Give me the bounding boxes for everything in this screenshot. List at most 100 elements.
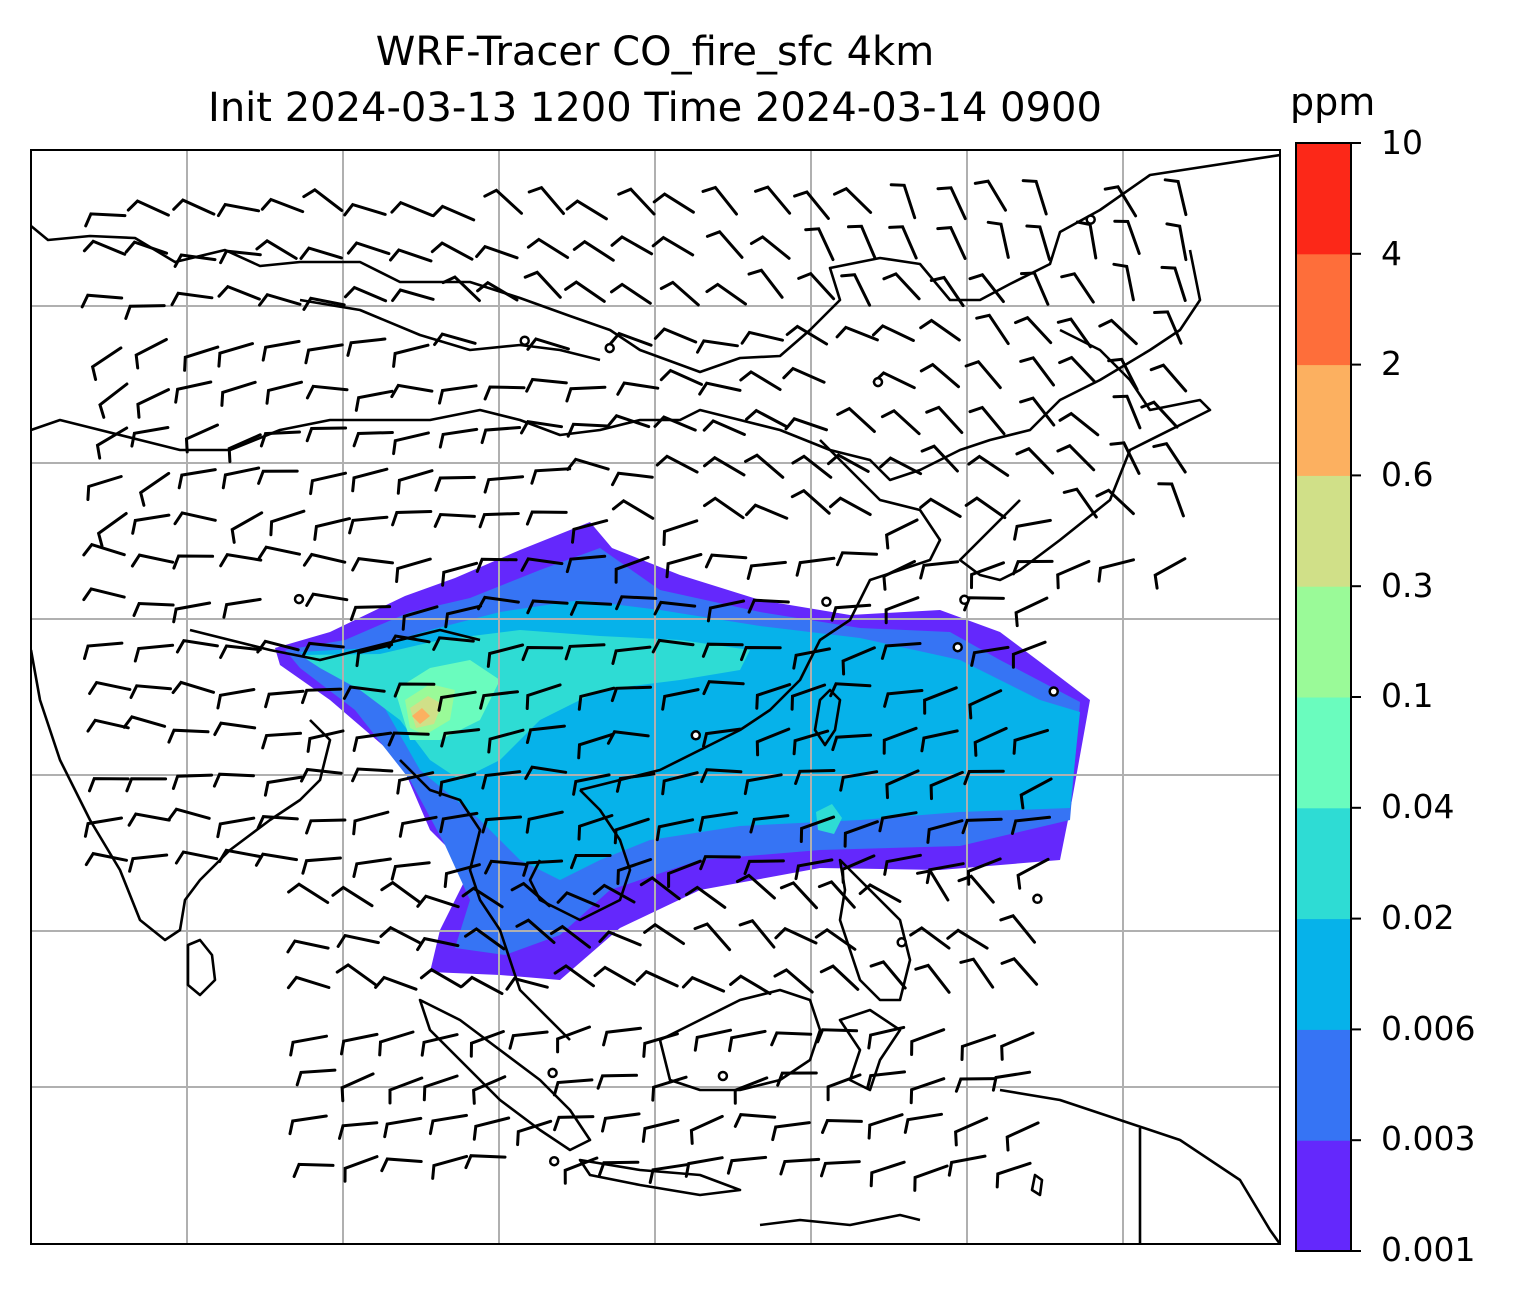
wind-barb-123 [1107, 357, 1139, 392]
wind-barb-159 [483, 475, 525, 494]
wind-barb-286 [829, 682, 872, 698]
wind-barb-370 [667, 859, 702, 888]
wind-barb-468 [472, 1116, 511, 1141]
colorbar-bin-1 [1296, 1029, 1351, 1141]
calm-marker-84 [519, 335, 530, 346]
wind-barb-46 [1025, 224, 1051, 261]
wind-barb-135 [520, 419, 563, 435]
wind-barb-87 [609, 331, 653, 347]
wind-barb-265 [880, 642, 922, 660]
wind-barb-458 [776, 1071, 818, 1087]
wind-barb-417 [460, 975, 504, 996]
wind-barb-32 [389, 248, 433, 263]
wind-barb-469 [516, 1119, 553, 1147]
wind-barb-216 [795, 556, 836, 577]
coast-lesser-sunda [759, 1213, 921, 1227]
wind-barb-449 [388, 1076, 424, 1105]
wind-barb-332 [929, 770, 964, 801]
calm-wind-markers [293, 214, 1096, 1167]
wind-barb-133 [438, 427, 479, 449]
wind-barb-85 [526, 337, 570, 351]
wind-barb-428 [959, 957, 995, 989]
wind-barb-465 [338, 1121, 379, 1140]
wind-barb-335 [83, 816, 123, 838]
wind-barb-217 [835, 551, 878, 567]
wind-barb-269 [88, 680, 132, 695]
wind-barb-288 [923, 686, 958, 715]
wind-barb-497 [995, 1161, 1032, 1189]
wind-barb-488 [598, 1160, 640, 1177]
wind-barb-403 [598, 930, 642, 947]
wind-barb-305 [702, 727, 742, 748]
wind-barb-317 [263, 775, 304, 797]
wind-barb-130 [305, 426, 348, 443]
wind-barb-340 [305, 818, 347, 835]
wind-barb-293 [167, 728, 210, 744]
wind-barb-212 [614, 555, 650, 584]
wind-barb-184 [478, 512, 520, 529]
wind-barb-66 [797, 271, 836, 301]
wind-barb-197 [1062, 487, 1098, 519]
wind-barb-81 [346, 337, 387, 357]
wind-barb-6 [343, 202, 387, 217]
wind-barb-191 [790, 488, 831, 515]
wind-barb-323 [524, 765, 568, 780]
wind-barb-29 [255, 238, 298, 260]
wind-barb-92 [835, 325, 879, 342]
wind-barb-208 [441, 561, 479, 587]
wind-barb-12 [617, 187, 656, 216]
calm-marker-241 [821, 596, 832, 608]
wind-barb-174 [1152, 442, 1187, 474]
wind-barb-311 [973, 726, 1008, 757]
wind-barb-247 [83, 641, 124, 660]
calm-marker-456 [717, 1070, 729, 1082]
wind-barb-386 [592, 883, 636, 904]
wind-barb-476 [821, 1118, 863, 1134]
wind-barb-478 [903, 1112, 943, 1134]
wind-barb-103 [220, 380, 257, 407]
wind-barb-388 [684, 885, 727, 909]
wind-barb-110 [525, 377, 568, 393]
wind-barb-64 [705, 282, 747, 306]
wind-barb-460 [866, 1070, 906, 1090]
wind-barb-384 [510, 881, 551, 908]
wind-barb-5 [302, 187, 344, 212]
wind-barb-178 [230, 511, 264, 544]
wind-barb-115 [739, 370, 782, 391]
wind-barb-34 [475, 244, 519, 260]
calm-marker-266 [952, 641, 963, 653]
wind-barb-199 [1157, 482, 1185, 518]
wind-barb-471 [601, 1112, 641, 1133]
wind-barb-0 [84, 212, 127, 228]
wind-barb-402 [549, 924, 591, 949]
wind-barb-164 [703, 455, 746, 477]
wind-barb-464 [288, 1114, 328, 1136]
wind-barb-209 [475, 557, 518, 573]
colorbar-tick-label-1: 0.003 [1381, 1119, 1476, 1158]
wind-barb-93 [871, 324, 915, 342]
wind-barb-297 [352, 731, 393, 752]
wind-barb-426 [869, 960, 907, 990]
wind-barb-424 [773, 968, 814, 994]
wind-barb-73 [1112, 262, 1135, 302]
wind-barb-239 [706, 599, 746, 623]
colorbar-tick-label-0: 0.001 [1381, 1230, 1476, 1269]
wind-barb-24 [1163, 178, 1188, 217]
wind-barb-166 [791, 454, 833, 479]
wind-barb-360 [218, 848, 262, 863]
wind-barb-88 [653, 327, 698, 344]
wind-barb-267 [970, 645, 1010, 667]
calm-marker-452 [547, 1067, 558, 1079]
wind-barb-459 [826, 1073, 862, 1102]
wind-barb-142 [836, 406, 876, 433]
wind-barb-245 [963, 596, 1005, 612]
wind-barb-177 [173, 511, 217, 526]
wind-barb-280 [577, 686, 616, 711]
wind-barb-355 [961, 817, 1003, 835]
wind-barb-275 [342, 685, 386, 700]
wind-barb-107 [390, 383, 434, 399]
wind-barb-201 [130, 553, 175, 568]
wind-barb-463 [991, 1070, 1032, 1092]
wind-barb-281 [610, 685, 652, 703]
wind-barb-158 [434, 475, 476, 492]
